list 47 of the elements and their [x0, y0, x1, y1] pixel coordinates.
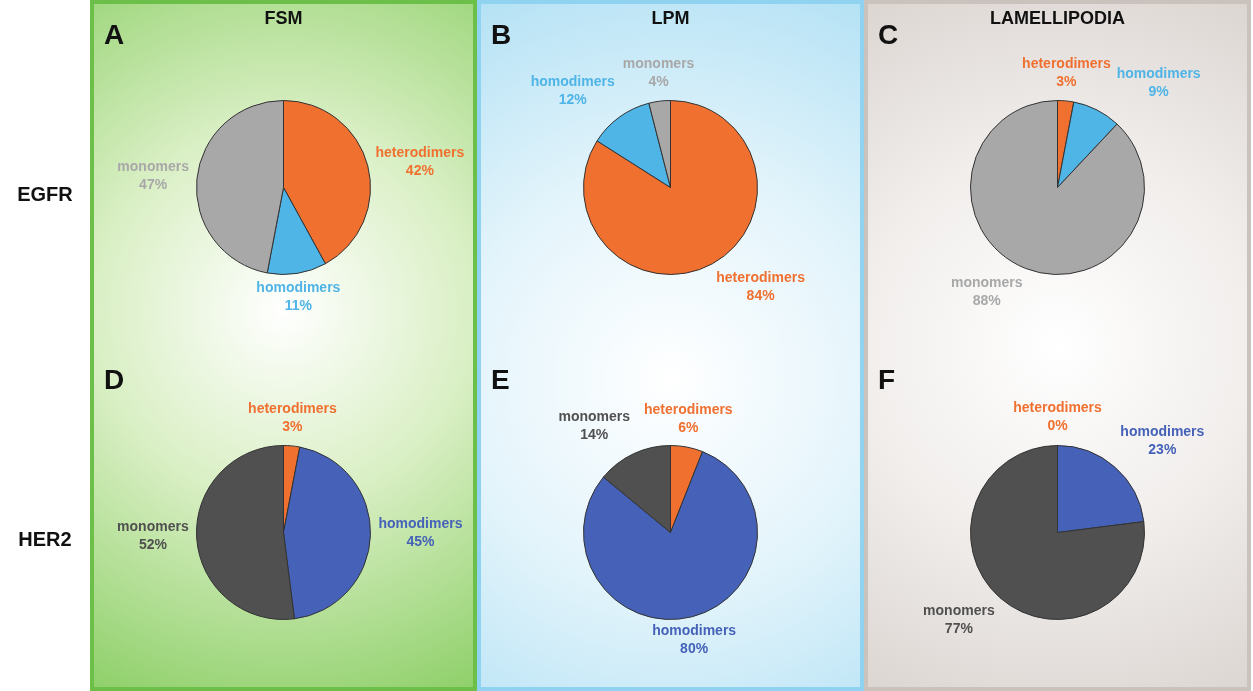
data-label: 80%	[680, 640, 709, 657]
slice-label: homodimers	[256, 279, 341, 296]
data-label: 45%	[406, 533, 436, 550]
chart-title: D	[104, 364, 125, 395]
text: EGFR	[16, 183, 74, 206]
slice-label: heterodimers	[1022, 54, 1111, 71]
data-label: 14%	[580, 426, 609, 443]
slice-label: monomers	[117, 518, 189, 535]
slice-label: homodimers	[1116, 64, 1201, 81]
slice-label: monomers	[950, 273, 1023, 290]
data-label: 6%	[678, 419, 699, 436]
slice-label: homodimers	[652, 622, 737, 639]
data-label: 47%	[139, 176, 168, 193]
data-label: 12%	[558, 90, 588, 107]
chart-title: E	[491, 364, 510, 395]
slice-label: homodimers	[530, 72, 615, 89]
data-label: 84%	[746, 286, 776, 303]
slice-label: homodimers	[378, 515, 463, 532]
slice-label: monomers	[622, 55, 695, 72]
text: HER2	[17, 528, 73, 551]
chart-subtitle: LAMELLIPODIA	[990, 8, 1125, 28]
chart-title: B	[491, 19, 512, 50]
data-label: 3%	[282, 417, 304, 434]
slice-label: heterodimers	[716, 268, 806, 285]
chart-title: F	[878, 364, 896, 395]
data-label: 4%	[648, 73, 670, 90]
slice-label: heterodimers	[375, 143, 465, 160]
slice-label: monomers	[117, 158, 190, 175]
slice-label: heterodimers	[643, 401, 733, 418]
data-label: 9%	[1148, 82, 1170, 99]
slice-label: monomers	[558, 408, 631, 425]
data-label: 77%	[944, 619, 974, 636]
chart-title: A	[104, 19, 125, 50]
slice-label: homodimers	[1120, 423, 1205, 440]
chart-title: C	[878, 19, 899, 50]
data-label: 3%	[1056, 72, 1078, 89]
data-label: 42%	[405, 161, 435, 178]
text: 0%	[1047, 417, 1068, 434]
data-label: 11%	[284, 297, 313, 314]
category-label: heterodimers	[1013, 399, 1102, 416]
chart-subtitle: FSM	[264, 8, 303, 28]
slice-label: monomers	[923, 601, 995, 618]
slice-label: heterodimers	[248, 399, 337, 416]
data-label: 88%	[972, 291, 1002, 308]
data-label: 23%	[1148, 441, 1177, 458]
data-label: 52%	[138, 536, 168, 553]
chart-subtitle: LPM	[651, 8, 690, 28]
